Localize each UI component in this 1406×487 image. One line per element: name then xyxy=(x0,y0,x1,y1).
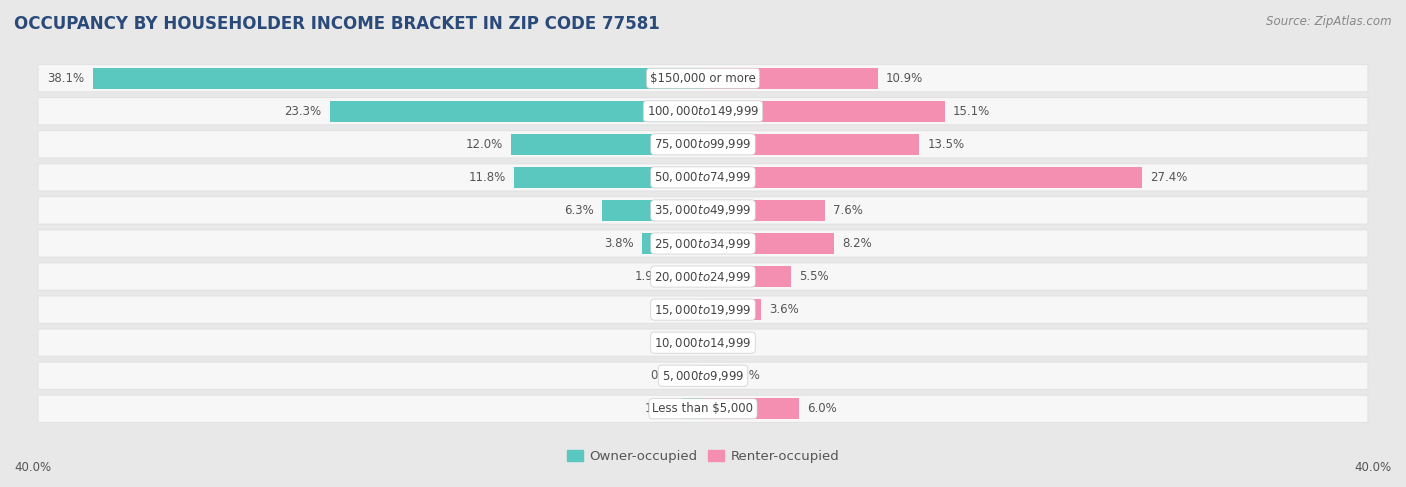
Text: $25,000 to $34,999: $25,000 to $34,999 xyxy=(654,237,752,250)
Bar xyxy=(93,68,703,89)
Bar xyxy=(703,300,761,320)
Bar xyxy=(703,333,718,353)
Text: 1.3%: 1.3% xyxy=(644,402,673,415)
Bar xyxy=(703,167,1142,187)
Text: 1.0%: 1.0% xyxy=(727,336,756,349)
Bar xyxy=(696,365,703,386)
Text: $15,000 to $19,999: $15,000 to $19,999 xyxy=(654,302,752,317)
Text: 38.1%: 38.1% xyxy=(48,72,84,85)
Bar xyxy=(703,68,877,89)
Text: 10.9%: 10.9% xyxy=(886,72,922,85)
Bar xyxy=(672,266,703,287)
Text: Less than $5,000: Less than $5,000 xyxy=(652,402,754,415)
FancyBboxPatch shape xyxy=(38,395,1368,422)
Text: $100,000 to $149,999: $100,000 to $149,999 xyxy=(647,104,759,118)
Text: 1.2%: 1.2% xyxy=(730,369,761,382)
Bar xyxy=(703,134,920,154)
Text: 3.8%: 3.8% xyxy=(605,237,634,250)
FancyBboxPatch shape xyxy=(38,65,1368,92)
Bar xyxy=(602,200,703,221)
FancyBboxPatch shape xyxy=(38,362,1368,389)
Text: $35,000 to $49,999: $35,000 to $49,999 xyxy=(654,204,752,218)
FancyBboxPatch shape xyxy=(38,164,1368,191)
Text: 6.0%: 6.0% xyxy=(807,402,837,415)
FancyBboxPatch shape xyxy=(38,197,1368,224)
Text: 8.2%: 8.2% xyxy=(842,237,872,250)
Bar xyxy=(643,233,703,254)
Text: 11.8%: 11.8% xyxy=(468,171,506,184)
Bar xyxy=(329,101,703,122)
FancyBboxPatch shape xyxy=(38,230,1368,257)
Text: Source: ZipAtlas.com: Source: ZipAtlas.com xyxy=(1267,15,1392,28)
Text: $150,000 or more: $150,000 or more xyxy=(650,72,756,85)
Bar xyxy=(703,398,799,419)
Text: 6.3%: 6.3% xyxy=(564,204,595,217)
Bar xyxy=(703,233,834,254)
Text: $50,000 to $74,999: $50,000 to $74,999 xyxy=(654,170,752,185)
Text: 0.48%: 0.48% xyxy=(650,369,688,382)
FancyBboxPatch shape xyxy=(38,131,1368,158)
Legend: Owner-occupied, Renter-occupied: Owner-occupied, Renter-occupied xyxy=(567,450,839,463)
Text: 23.3%: 23.3% xyxy=(284,105,322,118)
Bar xyxy=(682,398,703,419)
Bar xyxy=(699,300,703,320)
Text: 7.6%: 7.6% xyxy=(832,204,863,217)
Text: $5,000 to $9,999: $5,000 to $9,999 xyxy=(662,369,744,383)
Text: $75,000 to $99,999: $75,000 to $99,999 xyxy=(654,137,752,151)
Bar xyxy=(510,134,703,154)
Bar xyxy=(703,101,945,122)
FancyBboxPatch shape xyxy=(38,98,1368,125)
Text: OCCUPANCY BY HOUSEHOLDER INCOME BRACKET IN ZIP CODE 77581: OCCUPANCY BY HOUSEHOLDER INCOME BRACKET … xyxy=(14,15,659,33)
Text: 5.5%: 5.5% xyxy=(799,270,828,283)
Text: 3.6%: 3.6% xyxy=(769,303,799,316)
Text: 0.8%: 0.8% xyxy=(652,336,682,349)
FancyBboxPatch shape xyxy=(38,329,1368,356)
Text: 13.5%: 13.5% xyxy=(928,138,965,151)
Bar xyxy=(703,200,825,221)
Bar xyxy=(703,365,723,386)
Bar xyxy=(690,333,703,353)
FancyBboxPatch shape xyxy=(38,296,1368,323)
Text: 27.4%: 27.4% xyxy=(1150,171,1188,184)
Text: 15.1%: 15.1% xyxy=(953,105,990,118)
Text: 0.27%: 0.27% xyxy=(654,303,690,316)
Text: 12.0%: 12.0% xyxy=(465,138,503,151)
Text: 40.0%: 40.0% xyxy=(14,461,51,474)
Bar xyxy=(515,167,703,187)
FancyBboxPatch shape xyxy=(38,263,1368,290)
Text: 40.0%: 40.0% xyxy=(1355,461,1392,474)
Text: $20,000 to $24,999: $20,000 to $24,999 xyxy=(654,269,752,283)
Bar xyxy=(703,266,792,287)
Text: $10,000 to $14,999: $10,000 to $14,999 xyxy=(654,336,752,350)
Text: 1.9%: 1.9% xyxy=(634,270,665,283)
